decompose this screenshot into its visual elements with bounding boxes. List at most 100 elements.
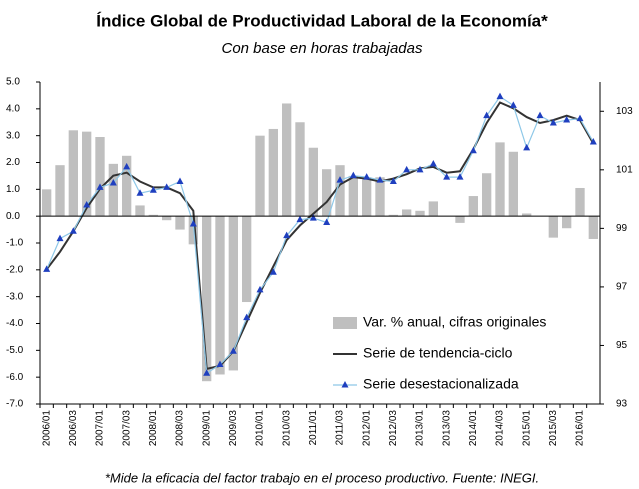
legend-label: Serie de tendencia-ciclo [363, 345, 513, 361]
bar [135, 205, 145, 217]
bar [508, 151, 518, 217]
bar [295, 122, 305, 217]
y2-tick-label: 99 [616, 223, 628, 234]
marker [203, 369, 211, 376]
bar [455, 216, 465, 223]
marker [43, 265, 51, 272]
marker [589, 138, 597, 145]
x-tick-label: 2006/01 [41, 410, 52, 447]
marker [549, 118, 557, 126]
y-tick-label: 3.0 [6, 130, 20, 141]
x-tick-label: 2012/03 [388, 410, 399, 447]
bar [402, 209, 412, 217]
y2-tick-label: 95 [616, 340, 628, 351]
y-tick-label: -4.0 [6, 318, 24, 329]
marker [69, 227, 77, 234]
marker [309, 214, 317, 221]
marker [576, 114, 584, 122]
y-tick-label: 5.0 [6, 77, 20, 88]
y-tick-label: -5.0 [6, 345, 24, 356]
chart-title: Índice Global de Productividad Laboral d… [96, 11, 548, 30]
marker [149, 186, 157, 193]
x-tick-label: 2006/03 [68, 410, 79, 447]
bar [82, 131, 92, 217]
x-tick-label: 2009/01 [201, 410, 212, 447]
bar [148, 214, 158, 217]
x-tick-label: 2008/03 [175, 410, 186, 447]
y2-tick-label: 93 [616, 399, 628, 410]
x-tick-label: 2007/03 [121, 410, 132, 447]
bar [548, 216, 558, 238]
marker [323, 218, 331, 226]
y-tick-label: -1.0 [6, 238, 24, 249]
marker [216, 360, 224, 367]
marker [349, 171, 357, 179]
bar [588, 216, 598, 239]
bar [575, 187, 585, 217]
marker [229, 347, 237, 354]
x-tick-label: 2014/01 [468, 410, 479, 447]
marker [56, 234, 64, 242]
x-tick-label: 2009/03 [228, 410, 239, 447]
bar [482, 173, 492, 217]
marker [483, 111, 491, 119]
bar [42, 189, 52, 217]
footnote: *Mide la eficacia del factor trabajo en … [105, 470, 539, 485]
bar [268, 128, 278, 217]
y-tick-label: -6.0 [6, 372, 24, 383]
marker [456, 173, 464, 180]
x-tick-label: 2007/01 [95, 410, 106, 447]
marker [443, 173, 451, 180]
bar [242, 216, 252, 303]
y2-tick-label: 101 [616, 164, 633, 175]
x-tick-label: 2013/01 [415, 410, 426, 447]
marker [96, 183, 104, 190]
y2-tick-label: 103 [616, 106, 633, 117]
x-tick-label: 2012/01 [361, 410, 372, 447]
x-tick-label: 2011/01 [308, 410, 319, 446]
bar [348, 175, 358, 217]
x-tick-label: 2014/03 [495, 410, 506, 447]
bar [335, 165, 345, 217]
bar [68, 130, 78, 217]
x-tick-label: 2016/01 [575, 410, 586, 447]
x-tick-label: 2008/01 [148, 410, 159, 447]
marker [469, 146, 477, 154]
bar [388, 214, 398, 217]
legend-marker [341, 381, 349, 388]
x-tick-label: 2015/01 [521, 410, 532, 447]
bar [162, 216, 172, 221]
marker [403, 165, 411, 173]
bar [282, 103, 292, 217]
bar [202, 216, 212, 382]
y-tick-label: -7.0 [6, 399, 24, 410]
y-tick-label: 4.0 [6, 103, 20, 114]
y-tick-label: 1.0 [6, 184, 20, 195]
marker [496, 92, 504, 100]
x-tick-label: 2011/03 [335, 410, 346, 446]
x-tick-label: 2010/03 [281, 410, 292, 447]
bar [228, 216, 238, 371]
bar [362, 177, 372, 217]
marker [296, 215, 304, 223]
marker [83, 200, 91, 208]
y-tick-label: -2.0 [6, 264, 24, 275]
bar [415, 210, 425, 217]
bar [428, 201, 438, 217]
bar [495, 142, 505, 217]
x-tick-label: 2010/01 [255, 410, 266, 447]
bar [375, 177, 385, 217]
marker [363, 173, 371, 180]
legend-swatch [333, 317, 357, 329]
marker [416, 165, 424, 173]
bar [562, 216, 572, 229]
line [45, 101, 595, 371]
bar [308, 147, 318, 217]
marker [336, 176, 344, 183]
marker [176, 177, 184, 185]
bar [95, 137, 105, 217]
y2-tick-label: 97 [616, 282, 628, 293]
marker [376, 176, 384, 183]
marker [429, 159, 437, 167]
marker [563, 116, 571, 123]
